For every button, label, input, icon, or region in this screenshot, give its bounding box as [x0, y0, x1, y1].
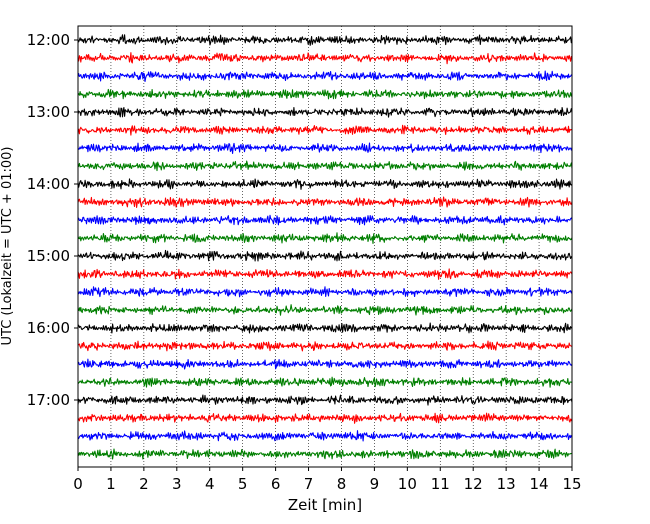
- y-tick-label: 13:00: [27, 103, 70, 121]
- y-axis-ticks: 12:00 13:00 14:00 15:00 16:00 17:00: [27, 31, 78, 409]
- trace-1215: [77, 52, 573, 65]
- x-axis-label: Zeit [min]: [288, 496, 362, 514]
- trace-1230: [77, 70, 573, 83]
- traces: [77, 34, 573, 460]
- trace-1300: [77, 106, 573, 118]
- x-tick-label: 0: [73, 475, 83, 493]
- trace-1415: [77, 196, 573, 208]
- y-axis-label: UTC (Lokalzeit = UTC + 01:00): [0, 147, 15, 346]
- trace-1345: [77, 160, 573, 172]
- y-tick-label: 17:00: [27, 391, 70, 409]
- x-tick-label: 1: [106, 475, 116, 493]
- trace-1730: [77, 430, 573, 442]
- y-tick-label: 15:00: [27, 247, 70, 265]
- x-tick-label: 6: [271, 475, 281, 493]
- trace-1500: [77, 249, 573, 262]
- trace-1315: [77, 124, 573, 136]
- x-tick-label: 12: [464, 475, 483, 493]
- x-axis-ticks: 0 1 2 3 4 5 6 7 8 9 10 11 12 13 14 15: [73, 467, 582, 493]
- x-tick-label: 13: [497, 475, 516, 493]
- x-tick-label: 7: [304, 475, 314, 493]
- y-tick-label: 14:00: [27, 175, 70, 193]
- trace-1630: [77, 358, 573, 370]
- trace-1445: [77, 232, 573, 244]
- trace-1545: [77, 304, 573, 316]
- trace-1600: [77, 322, 573, 334]
- x-tick-label: 4: [205, 475, 215, 493]
- x-tick-label: 2: [139, 475, 149, 493]
- plot-frame: [77, 25, 573, 468]
- trace-1400: [77, 178, 573, 190]
- trace-1715: [77, 412, 573, 424]
- trace-1200: [77, 34, 573, 46]
- y-tick-label: 12:00: [27, 31, 70, 49]
- x-tick-label: 8: [337, 475, 347, 493]
- trace-1700: [77, 394, 573, 406]
- x-tick-label: 14: [530, 475, 549, 493]
- trace-1615: [77, 340, 573, 352]
- x-tick-label: 15: [562, 475, 581, 493]
- trace-1515: [77, 268, 573, 280]
- y-tick-label: 16:00: [27, 319, 70, 337]
- trace-1245: [77, 88, 573, 100]
- trace-1745: [77, 448, 573, 460]
- x-tick-label: 9: [370, 475, 380, 493]
- trace-1330: [77, 142, 573, 154]
- trace-1530: [77, 286, 573, 298]
- trace-1645: [77, 376, 573, 388]
- x-tick-label: 11: [431, 475, 450, 493]
- trace-1430: [77, 214, 573, 226]
- x-tick-label: 3: [172, 475, 182, 493]
- x-tick-label: 10: [398, 475, 417, 493]
- x-tick-label: 5: [238, 475, 248, 493]
